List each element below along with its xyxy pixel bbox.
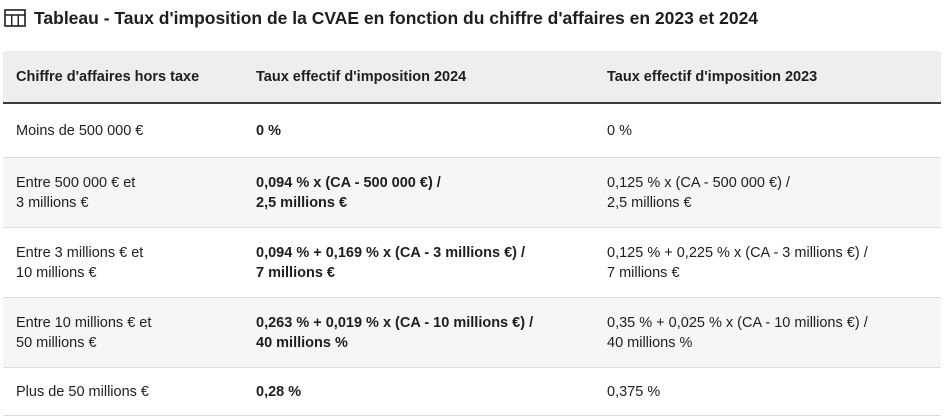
cell-ca: Moins de 500 000 € xyxy=(3,103,243,158)
table-row: Entre 3 millions € et 10 millions € 0,09… xyxy=(3,227,941,298)
table-icon xyxy=(4,8,28,28)
table-title: Tableau - Taux d'imposition de la CVAE e… xyxy=(4,6,758,30)
cell-taux-2024: 0 % xyxy=(243,103,594,158)
table-row: Plus de 50 millions € 0,28 % 0,375 % xyxy=(3,367,941,416)
table-row: Moins de 500 000 € 0 % 0 % xyxy=(3,103,941,158)
cell-taux-2024: 0,094 % x (CA - 500 000 €) / 2,5 million… xyxy=(243,157,594,228)
table-header-row: Chiffre d'affaires hors taxe Taux effect… xyxy=(3,51,941,104)
cell-taux-2023: 0,125 % x (CA - 500 000 €) / 2,5 million… xyxy=(594,157,941,228)
table-row: Entre 500 000 € et 3 millions € 0,094 % … xyxy=(3,157,941,228)
table-row: Entre 10 millions € et 50 millions € 0,2… xyxy=(3,297,941,368)
cell-taux-2023: 0,125 % + 0,225 % x (CA - 3 millions €) … xyxy=(594,227,941,298)
cell-ca: Entre 500 000 € et 3 millions € xyxy=(3,157,243,228)
cell-ca: Entre 3 millions € et 10 millions € xyxy=(3,227,243,298)
cell-taux-2024: 0,28 % xyxy=(243,367,594,416)
page-title: Tableau - Taux d'imposition de la CVAE e… xyxy=(34,7,759,28)
cell-taux-2024: 0,094 % + 0,169 % x (CA - 3 millions €) … xyxy=(243,227,594,298)
cell-taux-2024: 0,263 % + 0,019 % x (CA - 10 millions €)… xyxy=(243,297,594,368)
cell-taux-2023: 0 % xyxy=(594,103,941,158)
cell-ca: Entre 10 millions € et 50 millions € xyxy=(3,297,243,368)
column-header-ca: Chiffre d'affaires hors taxe xyxy=(3,51,243,104)
cell-taux-2023: 0,35 % + 0,025 % x (CA - 10 millions €) … xyxy=(594,297,941,368)
cell-taux-2023: 0,375 % xyxy=(594,367,941,416)
column-header-taux-2024: Taux effectif d'imposition 2024 xyxy=(243,51,594,104)
column-header-taux-2023: Taux effectif d'imposition 2023 xyxy=(594,51,941,104)
cell-ca: Plus de 50 millions € xyxy=(3,367,243,416)
cvae-rates-table: Chiffre d'affaires hors taxe Taux effect… xyxy=(3,51,941,416)
